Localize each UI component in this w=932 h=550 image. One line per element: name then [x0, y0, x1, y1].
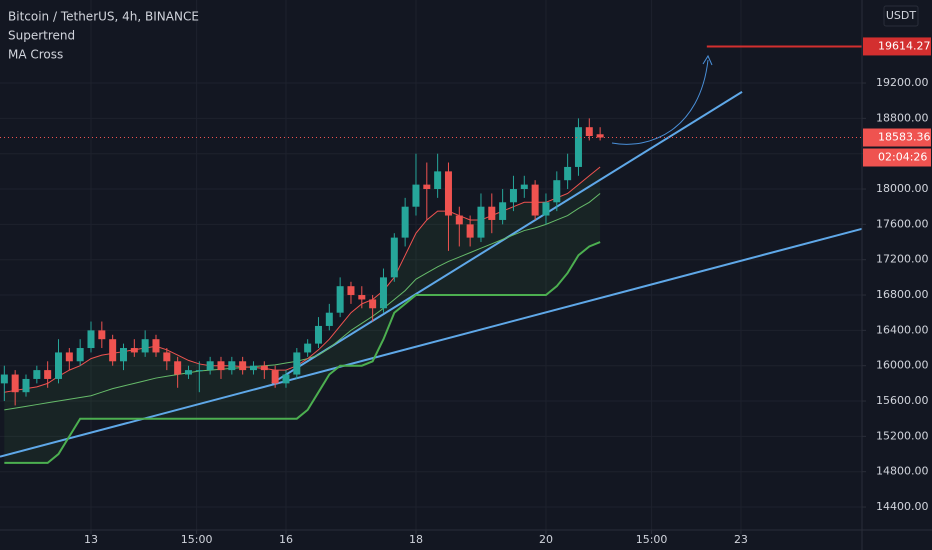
- y-tick-label: 18800.00: [876, 111, 929, 124]
- last-price-box: [863, 128, 931, 147]
- axes: 14400.00 14800.00 15200.00 15600.00 16000.00…: [84, 37, 931, 546]
- candle-body: [542, 202, 550, 216]
- candle-body: [574, 127, 582, 167]
- candle-body: [130, 348, 138, 353]
- candle-body: [564, 166, 572, 181]
- supertrend-line: [4, 241, 601, 464]
- candle-body: [304, 343, 312, 353]
- candle-body: [228, 361, 236, 371]
- candle-body: [553, 180, 561, 203]
- ma-slow-line: [4, 193, 601, 411]
- y-tick-label: 15200.00: [876, 429, 929, 442]
- x-tick-label: 15:00: [181, 533, 213, 546]
- target-box: [863, 37, 931, 56]
- candle-body: [206, 361, 214, 371]
- y-tick-label: 16800.00: [876, 288, 929, 301]
- x-tick-label: 23: [734, 533, 748, 546]
- target-label: 19614.27: [878, 39, 931, 52]
- candle-body: [596, 134, 604, 138]
- candle-body: [336, 286, 344, 313]
- x-tick-label: 15:00: [636, 533, 668, 546]
- candle-body: [174, 361, 182, 375]
- candle-body: [22, 378, 30, 393]
- y-tick-label: 14400.00: [876, 500, 929, 513]
- candle-body: [434, 171, 442, 190]
- arrow-head: [702, 54, 713, 66]
- candle-body: [239, 361, 247, 371]
- candle-body: [33, 370, 41, 379]
- countdown: 02:04:26: [878, 151, 927, 164]
- candle-body: [444, 171, 452, 216]
- legend-entry: MA Cross: [8, 48, 63, 62]
- currency[interactable]: USDT: [886, 9, 917, 22]
- candle-body: [293, 352, 301, 375]
- candle-body: [477, 206, 485, 238]
- candle-body: [390, 237, 398, 278]
- x-tick-label: 20: [539, 533, 553, 546]
- candle-body: [412, 184, 420, 207]
- currency-box[interactable]: [883, 5, 919, 27]
- candle-body: [379, 277, 387, 309]
- candle-body: [531, 184, 539, 216]
- candle-body: [87, 330, 95, 349]
- grid: [0, 0, 862, 530]
- candle-body: [260, 365, 268, 371]
- candle-body: [585, 127, 593, 137]
- candle-body: [217, 361, 225, 371]
- candle-body: [401, 206, 409, 238]
- candle-body: [98, 330, 106, 340]
- arrow: [611, 59, 709, 145]
- candle-body: [0, 374, 8, 384]
- candle-body: [455, 215, 463, 225]
- candle-body: [109, 339, 117, 362]
- candle-body: [195, 370, 203, 372]
- candle-body: [358, 295, 366, 300]
- candle-body: [325, 312, 333, 326]
- countdown-box: [863, 148, 931, 167]
- y-tick-label: 16400.00: [876, 323, 929, 336]
- candle-body: [347, 286, 355, 296]
- candle-body: [76, 348, 84, 362]
- candle-body: [509, 189, 517, 203]
- candle-body: [423, 184, 431, 190]
- y-tick-label: 18000.00: [876, 182, 929, 195]
- candle-body: [65, 352, 73, 362]
- candle-body: [11, 374, 19, 393]
- y-tick-label: 15600.00: [876, 394, 929, 407]
- candle-body: [141, 339, 149, 353]
- candle-body: [44, 370, 52, 379]
- candle-body: [163, 352, 171, 362]
- x-tick-label: 16: [279, 533, 293, 546]
- candle-body: [119, 348, 127, 362]
- candle-body: [184, 370, 192, 375]
- candle-body: [520, 184, 528, 190]
- last-price-label: 18583.36: [878, 131, 931, 144]
- candle-body: [369, 299, 377, 309]
- y-tick-label: 17600.00: [876, 217, 929, 230]
- candle-body: [282, 374, 290, 384]
- y-tick-label: 17200.00: [876, 253, 929, 266]
- candle-body: [152, 339, 160, 353]
- candle-body: [271, 370, 279, 384]
- chart-title: Bitcoin / TetherUS, 4h, BINANCE: [8, 10, 199, 24]
- candle-body: [54, 352, 62, 379]
- y-tick-label: 19200.00: [876, 76, 929, 89]
- x-tick-label: 18: [409, 533, 423, 546]
- candle-body: [249, 365, 257, 371]
- y-tick-label: 14800.00: [876, 465, 929, 478]
- candle-body: [314, 325, 322, 344]
- candle-body: [466, 224, 474, 238]
- supertrend-fill: [4, 166, 601, 463]
- legend-entry: Supertrend: [8, 29, 75, 43]
- x-tick-label: 13: [84, 533, 98, 546]
- candle-body: [488, 206, 496, 220]
- candle-body: [499, 202, 507, 220]
- y-tick-label: 16000.00: [876, 359, 929, 372]
- plot: [0, 45, 863, 464]
